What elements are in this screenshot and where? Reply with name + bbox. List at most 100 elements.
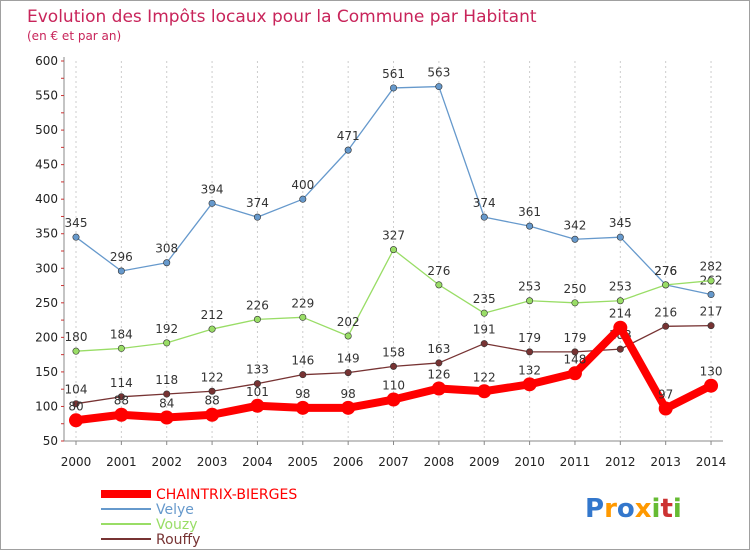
legend-label-chaintrix-bierges: CHAINTRIX-BIERGES — [156, 487, 297, 503]
data-point — [571, 235, 579, 243]
x-tick-label: 2011 — [560, 455, 591, 469]
axes: 50 100 150 200 250 300 350 400 450 500 550 600 2000 2… — [35, 54, 726, 469]
data-label: 214 — [609, 307, 632, 321]
data-label: 118 — [155, 373, 178, 387]
data-label: 84 — [159, 397, 174, 411]
x-tick-label: 2010 — [514, 455, 545, 469]
data-point — [159, 410, 174, 425]
data-point — [386, 392, 401, 407]
data-label: 394 — [201, 182, 224, 196]
data-label: 327 — [382, 229, 405, 243]
x-tick-label: 2004 — [242, 455, 273, 469]
data-point — [571, 299, 579, 307]
data-point — [480, 309, 488, 317]
grid — [75, 61, 712, 441]
logo-letter: r — [604, 494, 617, 524]
y-tick-label: 200 — [35, 330, 58, 344]
data-label: 361 — [518, 205, 541, 219]
data-label: 148 — [564, 352, 587, 366]
data-label: 98 — [341, 387, 356, 401]
logo-letter: i — [673, 494, 682, 524]
x-tick-label: 2007 — [378, 455, 409, 469]
data-label: 158 — [382, 345, 405, 359]
data-point — [253, 315, 261, 323]
data-label: 471 — [337, 129, 360, 143]
data-label: 276 — [654, 264, 677, 278]
data-point — [72, 233, 80, 241]
data-point — [477, 384, 492, 399]
y-tick-label: 500 — [35, 123, 58, 137]
x-tick-label: 2014 — [696, 455, 727, 469]
data-label: 149 — [337, 352, 360, 366]
data-label: 250 — [564, 282, 587, 296]
data-label: 229 — [291, 296, 314, 310]
logo-text: Proxiti — [585, 494, 682, 524]
data-label: 104 — [65, 383, 88, 397]
data-label: 88 — [204, 394, 219, 408]
data-label: 180 — [65, 330, 88, 344]
data-point — [253, 213, 261, 221]
data-label: 192 — [155, 322, 178, 336]
series-chaintrix-bierges: 80 88 84 88 101 98 98 110 126 122 132 148 214 97 130 — [68, 307, 722, 428]
data-point — [390, 362, 398, 370]
data-label: 80 — [68, 399, 83, 413]
data-point — [390, 84, 398, 92]
data-label: 374 — [473, 196, 496, 210]
data-point — [613, 320, 628, 335]
data-label: 400 — [291, 178, 314, 192]
data-point — [662, 281, 670, 289]
data-label: 308 — [155, 242, 178, 256]
data-point — [616, 297, 624, 305]
y-tick-label: 50 — [43, 434, 58, 448]
data-label: 282 — [700, 260, 723, 274]
x-tick-label: 2012 — [605, 455, 636, 469]
data-point — [571, 348, 579, 356]
data-point — [344, 369, 352, 377]
chart-title: Evolution des Impôts locaux pour la Comm… — [27, 7, 537, 27]
y-tick-label: 100 — [35, 399, 58, 413]
data-point — [662, 322, 670, 330]
x-tick-label: 2000 — [61, 455, 92, 469]
data-point — [299, 195, 307, 203]
x-tick-label: 2013 — [650, 455, 681, 469]
data-point — [253, 380, 261, 388]
x-tick-label: 2001 — [106, 455, 137, 469]
data-point — [163, 339, 171, 347]
data-label: 122 — [473, 370, 496, 384]
logo-letter: o — [617, 494, 635, 524]
data-point — [431, 381, 446, 396]
data-point — [72, 400, 80, 408]
y-tick-label: 400 — [35, 192, 58, 206]
data-label: 179 — [564, 331, 587, 345]
data-label: 88 — [114, 394, 129, 408]
data-label: 146 — [291, 354, 314, 368]
data-point — [435, 359, 443, 367]
x-tick-label: 2002 — [151, 455, 182, 469]
logo-letter: x — [635, 494, 652, 524]
data-point — [72, 347, 80, 355]
data-label: 561 — [382, 67, 405, 81]
x-tick-label: 2005 — [288, 455, 319, 469]
data-point — [480, 340, 488, 348]
data-label: 226 — [246, 298, 269, 312]
data-point — [117, 267, 125, 275]
data-point — [567, 366, 582, 381]
data-point — [707, 322, 715, 330]
y-tick-label: 300 — [35, 261, 58, 275]
x-tick-label: 2003 — [197, 455, 228, 469]
proxiti-logo: Proxiti — [585, 494, 682, 524]
legend-label-rouffy: Rouffy — [156, 532, 200, 548]
y-tick-label: 600 — [35, 54, 58, 68]
data-label: 122 — [201, 370, 224, 384]
data-point — [341, 400, 356, 415]
data-point — [205, 407, 220, 422]
data-label: 179 — [518, 331, 541, 345]
data-label: 563 — [427, 66, 450, 80]
data-label: 342 — [564, 218, 587, 232]
chart-subtitle: (en € et par an) — [27, 29, 121, 43]
data-label: 101 — [246, 385, 269, 399]
legend-label-vouzy: Vouzy — [156, 517, 198, 533]
